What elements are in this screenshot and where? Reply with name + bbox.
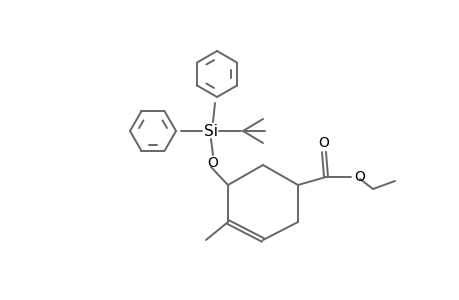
Text: Si: Si	[203, 124, 218, 139]
Text: O: O	[207, 156, 218, 170]
Text: O: O	[318, 136, 329, 150]
Text: O: O	[354, 170, 364, 184]
